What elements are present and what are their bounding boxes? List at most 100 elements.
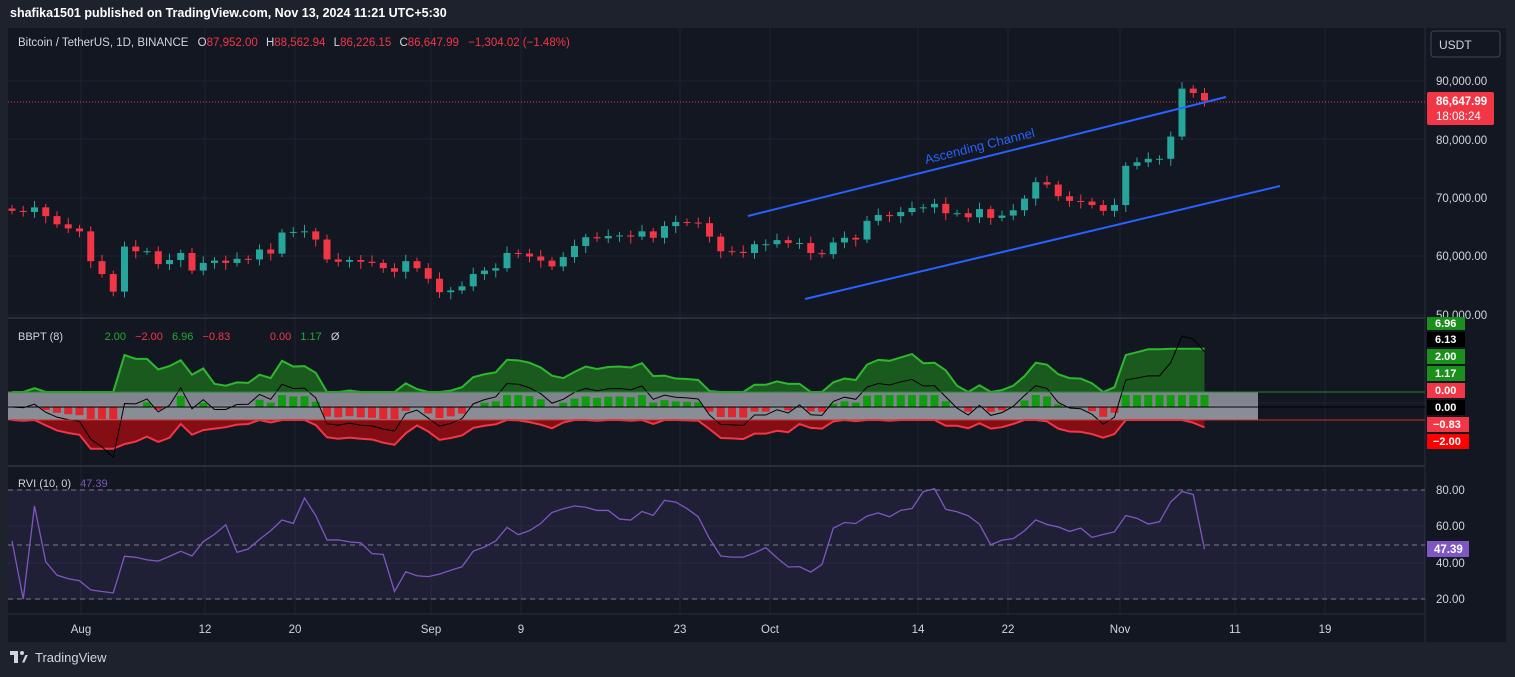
- bbpt-bar-93: [1054, 404, 1063, 407]
- channel-upper-line[interactable]: [747, 96, 1227, 217]
- candle-body-19: [222, 260, 230, 263]
- bbpt-bar-3: [41, 407, 50, 410]
- time-axis[interactable]: Aug 12 20 Sep 9 23 Oct 14 22 Nov 11 19: [71, 624, 1332, 636]
- bbpt-value-7: 1.17: [300, 331, 321, 343]
- candle-body-91: [1032, 182, 1040, 199]
- candle-body-1: [19, 210, 27, 213]
- high-value: 88,562.94: [274, 37, 326, 49]
- candle-body-26: [301, 231, 308, 233]
- chart-svg[interactable]: Ascending Channel Bitcoin / TetherUS, 1D…: [8, 28, 1506, 642]
- chart-frame[interactable]: Ascending Channel Bitcoin / TetherUS, 1D…: [8, 28, 1506, 642]
- candle-body-30: [346, 260, 353, 262]
- time-tick-nov: Nov: [1110, 624, 1131, 636]
- candle-body-41: [469, 274, 477, 287]
- bbpt-bar-29: [334, 407, 343, 418]
- bbpt-badge-200: [1427, 349, 1465, 364]
- candle-body-93: [1054, 184, 1062, 197]
- bbpt-bar-71: [806, 407, 815, 412]
- bbpt-title[interactable]: BBPT (8): [18, 331, 63, 343]
- rvi-line: [11, 488, 1206, 600]
- candle-body-98: [1111, 205, 1118, 211]
- channel-lower-line[interactable]: [804, 185, 1281, 300]
- bbpt-axis[interactable]: 6.96 6.13 2.00 1.17 0.00 0.00 −0.83 −2.0…: [1427, 317, 1469, 449]
- candle-body-32: [368, 261, 376, 263]
- bbpt-bar-53: [604, 396, 613, 407]
- candle-body-45: [514, 252, 522, 254]
- candle-body-88: [998, 215, 1006, 218]
- rvi-tick-20: 20.00: [1436, 594, 1465, 606]
- time-tick-9: 9: [518, 624, 524, 636]
- bbpt-badge-neg200: [1427, 434, 1469, 449]
- rvi-tick-40: 40.00: [1436, 558, 1465, 570]
- bbpt-bar-88: [998, 407, 1006, 411]
- candle-body-23: [267, 249, 275, 254]
- bbpt-bar-46: [525, 396, 534, 407]
- bbpt-bar-78: [885, 395, 894, 407]
- candle-body-53: [604, 236, 612, 239]
- candle-body-44: [503, 252, 511, 269]
- channel-label[interactable]: Ascending Channel: [923, 125, 1036, 167]
- time-tick-19: 19: [1319, 624, 1332, 636]
- bbpt-bear-area: [12, 420, 1205, 449]
- bbpt-bar-92: [1043, 396, 1051, 407]
- candle-body-60: [683, 221, 691, 223]
- candle-body-3: [42, 207, 50, 217]
- bbpt-value-1: 2.00: [105, 331, 126, 343]
- candle-body-51: [582, 237, 590, 246]
- candle-body-34: [391, 268, 398, 272]
- candle-body-4: [53, 216, 61, 225]
- bbpt-bar-25: [289, 396, 298, 407]
- bbpt-bar-17: [199, 402, 208, 407]
- candle-body-38: [436, 278, 443, 293]
- bbpt-badge-613: [1427, 332, 1465, 347]
- candle-body-10: [121, 246, 128, 292]
- candle-body-92: [1043, 182, 1051, 185]
- candle-body-83: [942, 203, 950, 214]
- candle-body-65: [739, 251, 747, 253]
- bbpt-bar-99: [1121, 395, 1130, 407]
- candle-body-101: [1144, 158, 1152, 163]
- close-label: C: [399, 37, 407, 49]
- bbpt-bar-55: [626, 397, 635, 407]
- bbpt-badge-000-red: [1427, 383, 1465, 398]
- bbpt-bar-59: [671, 401, 680, 407]
- last-price-value: 86,647.99: [1436, 96, 1487, 108]
- currency-button-label[interactable]: USDT: [1439, 38, 1472, 52]
- rvi-axis[interactable]: 80.00 60.00 40.00 20.00 47.39: [1427, 485, 1469, 606]
- candle-body-49: [559, 257, 567, 267]
- time-tick-oct: Oct: [761, 624, 780, 636]
- bbpt-histogram: [41, 395, 1209, 419]
- bbpt-bar-63: [716, 407, 725, 417]
- candle-body-70: [796, 243, 803, 245]
- top-bar: shafika1501 published on TradingView.com…: [0, 0, 1515, 28]
- bbpt-axis-neg083: −0.83: [1433, 419, 1461, 431]
- bbpt-bar-26: [300, 396, 309, 407]
- currency-button-box[interactable]: [1430, 30, 1501, 58]
- bbpt-badge-000-black: [1427, 400, 1465, 415]
- price-axis[interactable]: 90,000.00 80,000.00 70,000.00 60,000.00 …: [1427, 76, 1494, 322]
- bbpt-axis-000-red: 0.00: [1435, 385, 1456, 397]
- candle-body-43: [492, 268, 500, 271]
- price-tick-60000: 60,000.00: [1436, 251, 1487, 263]
- candle-body-35: [402, 261, 410, 272]
- rvi-title[interactable]: RVI (10, 0): [18, 478, 71, 490]
- candle-body-63: [717, 236, 725, 252]
- bbpt-bar-96: [1088, 407, 1096, 412]
- candle-body-59: [672, 221, 680, 227]
- symbol-label[interactable]: Bitcoin / TetherUS, 1D, BINANCE: [18, 37, 189, 49]
- price-tick-80000: 80,000.00: [1436, 135, 1487, 147]
- candle-body-74: [841, 237, 848, 243]
- footer-brand[interactable]: TradingView: [35, 650, 107, 665]
- bbpt-bar-44: [503, 395, 511, 407]
- bbpt-bar-56: [638, 395, 646, 407]
- bbpt-value-4: −0.83: [202, 331, 230, 343]
- candle-body-104: [1178, 88, 1186, 137]
- price-tick-70000: 70,000.00: [1436, 193, 1487, 205]
- currency-button[interactable]: USDT: [1430, 30, 1501, 58]
- last-price-badge: [1427, 92, 1494, 125]
- bbpt-badge-neg083: [1427, 417, 1469, 432]
- candle-body-5: [64, 224, 72, 229]
- bbpt-bar-38: [435, 407, 444, 418]
- bbpt-bar-12: [143, 402, 151, 407]
- bbpt-bar-50: [570, 398, 579, 407]
